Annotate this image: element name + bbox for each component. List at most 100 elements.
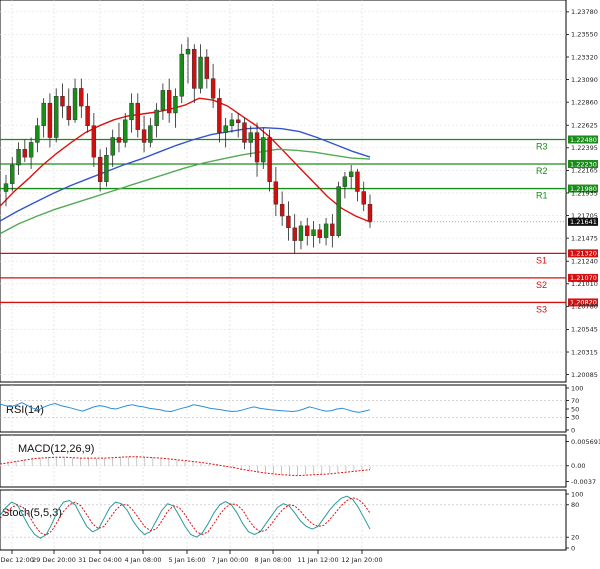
candle-body <box>336 186 341 236</box>
price-tick-label: 1.22395 <box>571 144 598 152</box>
level-tag-r2 <box>568 160 598 169</box>
candle-body <box>166 90 172 114</box>
level-tag-text-r1: 1.21980 <box>570 185 597 193</box>
candle-body <box>123 119 128 143</box>
ma-line <box>0 148 371 235</box>
candle-body <box>116 137 122 143</box>
candle-body <box>179 53 184 97</box>
stoch-d-line <box>0 497 371 536</box>
rsi-tick-label: 0 <box>571 426 575 434</box>
price-tick-label: 1.21705 <box>571 212 598 220</box>
price-tick-label: 1.23090 <box>571 76 598 84</box>
macd-indicator <box>0 456 566 477</box>
price-tick-label: 1.23550 <box>571 31 598 39</box>
price-tick-label: 1.23780 <box>571 8 598 16</box>
last-price-text: 1.21641 <box>570 218 597 226</box>
candle-body <box>10 164 15 184</box>
grid-lines <box>0 0 566 554</box>
macd-label: MACD(12,26,9) <box>18 443 94 455</box>
price-tick-label: 1.21935 <box>571 189 598 197</box>
candle-body <box>97 156 103 182</box>
candle-body <box>279 204 285 217</box>
candle-body <box>273 181 279 205</box>
candle-body <box>135 102 140 130</box>
rsi-panel-frame <box>0 384 567 433</box>
candle-body <box>223 125 228 133</box>
candle-body <box>104 154 109 182</box>
candle-body <box>311 229 316 236</box>
candle-body <box>210 78 216 99</box>
candle-body <box>28 142 34 158</box>
candle-body <box>254 132 260 163</box>
candle-body <box>91 125 97 158</box>
ma-line <box>0 97 371 223</box>
candle-body <box>79 88 84 107</box>
last-price-tag: 1.21641 <box>365 217 598 226</box>
candle-body <box>204 56 210 79</box>
stochastic-indicator <box>0 495 566 539</box>
rsi-tick-label: 50 <box>571 405 579 413</box>
moving-averages <box>0 97 371 235</box>
price-tick-label: 1.21475 <box>571 234 598 242</box>
rsi-label: RSI(14) <box>6 404 44 416</box>
stoch-tick-label: 20 <box>571 534 579 542</box>
x-tick-label: 29 Dec 20:00 <box>32 556 76 564</box>
candlesticks <box>3 37 373 254</box>
level-tag-text-s2: 1.21070 <box>570 274 597 282</box>
candle-body <box>3 183 9 192</box>
candle-body <box>192 48 197 89</box>
x-tick-label: 8 Jan 08:00 <box>254 556 291 564</box>
candle-body <box>348 171 354 177</box>
price-tick-label: 1.20085 <box>571 371 598 379</box>
level-tag-s1 <box>568 249 598 258</box>
macd-panel-frame <box>0 434 567 488</box>
candle-body <box>236 119 241 123</box>
price-tick-label: 1.21010 <box>571 280 598 288</box>
last-price-box <box>568 217 598 226</box>
candle-body <box>267 137 272 182</box>
candle-body <box>198 56 203 89</box>
price-tick-label: 1.22625 <box>571 122 598 130</box>
x-tick-label: 28 Dec 12:00 <box>0 556 34 564</box>
price-tick-label: 1.20545 <box>571 326 598 334</box>
candle-body <box>248 132 253 143</box>
ma-line <box>0 126 371 222</box>
candle-body <box>148 125 153 143</box>
candle-body <box>217 98 222 133</box>
stoch-tick-label: 80 <box>571 501 579 509</box>
stoch-label: Stoch(5,5,3) <box>2 507 62 519</box>
candle-body <box>286 215 291 229</box>
candle-body <box>41 102 46 126</box>
level-tag-s3 <box>568 298 598 307</box>
candle-body <box>229 119 235 126</box>
level-label-r1: R1 <box>536 191 548 201</box>
candle-body <box>110 137 115 156</box>
candle-body <box>342 176 348 187</box>
candle-body <box>85 105 90 126</box>
candle-body <box>35 125 40 143</box>
candle-body <box>141 129 147 143</box>
x-tick-label: 31 Dec 04:00 <box>78 556 122 564</box>
candle-body <box>355 171 360 192</box>
stoch-tick-label: 100 <box>571 490 583 498</box>
candle-body <box>160 90 166 111</box>
price-tick-label: 1.23320 <box>571 53 598 61</box>
candle-body <box>261 137 266 163</box>
candle-body <box>242 122 247 143</box>
rsi-tick-label: 100 <box>571 384 583 392</box>
candle-body <box>16 149 21 166</box>
x-tick-label: 12 Jan 20:00 <box>341 556 382 564</box>
candle-body <box>367 204 373 223</box>
candle-body <box>173 96 178 114</box>
macd-tick-label: 0.005691 <box>571 438 600 446</box>
candle-body <box>323 223 329 238</box>
candle-body <box>298 225 304 241</box>
level-label-r3: R3 <box>536 141 548 151</box>
price-tick-label: 1.21240 <box>571 258 598 266</box>
rsi-tick-label: 70 <box>571 397 579 405</box>
level-label-s3: S3 <box>536 304 547 314</box>
candle-body <box>292 227 297 241</box>
macd-tick-label: -0.0037 <box>571 478 596 486</box>
